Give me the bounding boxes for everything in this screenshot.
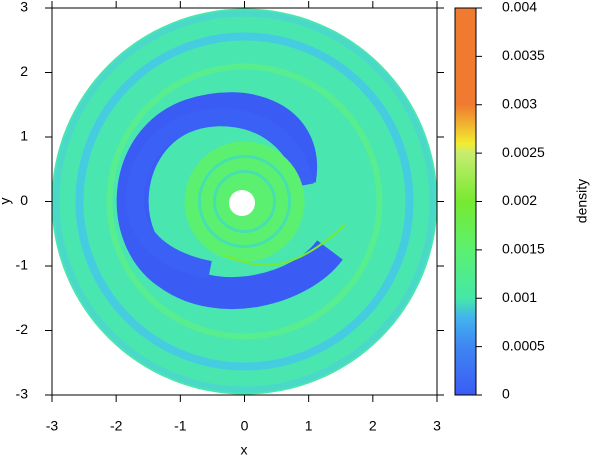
colorbar (454, 7, 477, 396)
x-tick-label: 2 (369, 418, 377, 434)
y-tick-label: -2 (16, 321, 29, 337)
y-tick-label: 0 (20, 192, 28, 208)
y-tick-label: -1 (16, 257, 29, 273)
colorbar-label: density (574, 179, 590, 223)
colorbar-tick-label: 0 (502, 386, 510, 402)
x-tick-label: 0 (241, 418, 249, 434)
y-axis-label: y (0, 198, 13, 205)
x-axis-label: x (241, 442, 248, 457)
density-image (52, 8, 437, 395)
y-tick-label: -3 (16, 386, 29, 402)
colorbar-tick-label: 0.0025 (502, 144, 545, 160)
colorbar-tick-label: 0.0005 (502, 337, 545, 353)
x-tick-label: -1 (174, 418, 187, 434)
y-tick-label: 3 (20, 0, 28, 15)
x-tick-label: 1 (305, 418, 313, 434)
y-tick-label: 1 (20, 128, 28, 144)
colorbar-tick-label: 0.0015 (502, 241, 545, 257)
y-tick-label: 2 (20, 63, 28, 79)
colorbar-tick-label: 0.0035 (502, 47, 545, 63)
x-tick-label: -2 (110, 418, 123, 434)
x-tick-label: 3 (433, 418, 441, 434)
x-tick-label: -3 (46, 418, 59, 434)
colorbar-tick-label: 0.003 (502, 95, 537, 111)
colorbar-tick-label: 0.004 (502, 0, 537, 15)
colorbar-tick-label: 0.002 (502, 192, 537, 208)
colorbar-tick-label: 0.001 (502, 289, 537, 305)
